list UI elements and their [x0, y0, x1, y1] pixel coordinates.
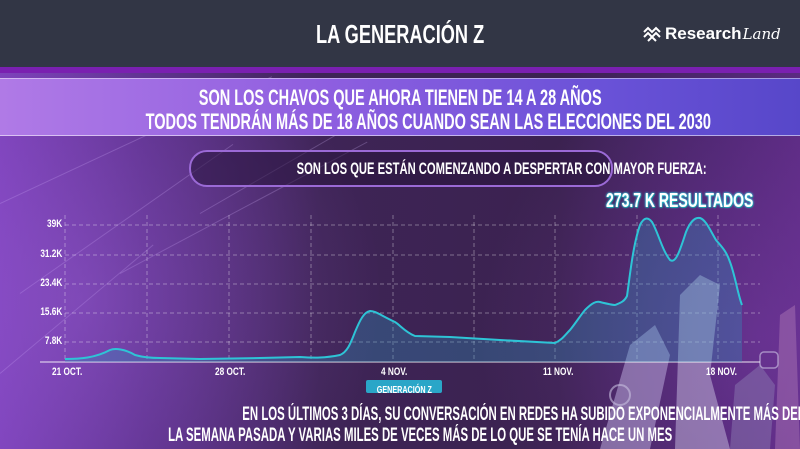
x-tick: 18 NOV.: [706, 366, 737, 378]
page-title: LA GENERACIÓN Z: [315, 19, 485, 49]
banner-line-1: SON LOS CHAVOS QUE AHORA TIENEN DE 14 A …: [198, 85, 602, 110]
research-land-logo: Research Land: [642, 22, 781, 46]
x-tick: 28 OCT.: [215, 366, 246, 378]
people-photo-overlay: [600, 275, 800, 449]
total-results-callout: 273.7 K RESULTADOS: [606, 190, 754, 212]
footer-line-1: EN LOS ÚLTIMOS 3 DÍAS, SU CONVERSACIÓN E…: [242, 404, 800, 425]
series-area: [65, 217, 742, 362]
x-tick: 11 NOV.: [543, 366, 574, 378]
y-tick: 15.6K: [39, 306, 62, 318]
logo-wordmark: Research: [665, 24, 742, 43]
accent-strip: [0, 67, 800, 73]
research-land-logo-icon: [643, 26, 661, 42]
legend-item-generacion-z: GENERACIÓN Z: [366, 380, 442, 396]
banner-line-2: TODOS TENDRÁN MÁS DE 18 AÑOS CUANDO SEAN…: [145, 109, 711, 134]
logo-script: Land: [742, 25, 781, 43]
y-tick: 31.2K: [39, 248, 62, 260]
y-tick: 7.8K: [44, 335, 62, 347]
x-tick: 21 OCT.: [52, 366, 83, 378]
headline-banner: SON LOS CHAVOS QUE AHORA TIENEN DE 14 A …: [0, 78, 800, 136]
x-tick: 4 NOV.: [381, 366, 408, 378]
y-tick: 39K: [46, 218, 62, 230]
series-line: [64, 216, 743, 361]
header-bar: LA GENERACIÓN Z Research Land: [0, 0, 800, 67]
y-tick: 23.4K: [39, 277, 62, 289]
subtitle-pill: SON LOS QUE ESTÁN COMENZANDO A DESPERTAR…: [189, 150, 707, 187]
grid: [64, 215, 760, 362]
footer-line-2: LA SEMANA PASADA Y VARIAS MILES DE VECES…: [168, 425, 673, 446]
